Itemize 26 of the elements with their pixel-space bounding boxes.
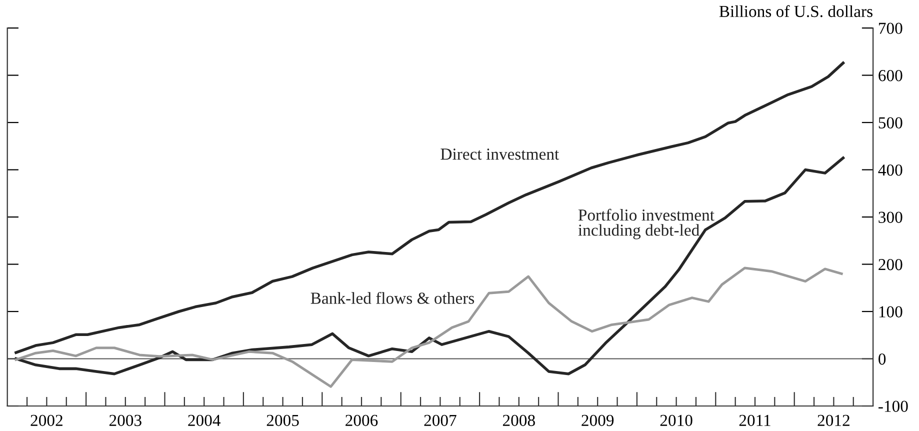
y-tick-label: 600 bbox=[878, 70, 902, 82]
x-tick-label: 2012 bbox=[818, 414, 850, 426]
x-tick-label: 2007 bbox=[424, 414, 456, 426]
y-tick-label: -100 bbox=[878, 400, 908, 412]
y-tick-label: 400 bbox=[878, 164, 902, 176]
y-tick-label: 700 bbox=[879, 22, 902, 34]
x-tick-label: 2003 bbox=[109, 414, 142, 426]
series-label: Portfolio investment including debt-led bbox=[578, 208, 714, 240]
x-tick-label: 2005 bbox=[266, 414, 299, 426]
y-tick-label: 0 bbox=[878, 353, 886, 365]
series-label: Direct investment bbox=[440, 148, 560, 160]
x-tick-label: 2009 bbox=[582, 414, 614, 426]
y-tick-label: 200 bbox=[878, 258, 902, 270]
x-tick-label: 2004 bbox=[188, 414, 221, 426]
x-tick-label: 2010 bbox=[660, 414, 692, 426]
y-tick-label: 500 bbox=[878, 117, 902, 128]
x-tick-label: 2011 bbox=[739, 414, 770, 426]
y-axis-title: Billions of U.S. dollars bbox=[719, 5, 872, 18]
line-series bbox=[14, 266, 843, 388]
y-tick-label: 100 bbox=[879, 306, 902, 318]
x-tick-label: 2002 bbox=[30, 414, 62, 426]
series-label: Bank-led flows & others bbox=[310, 292, 474, 304]
x-tick-label: 2008 bbox=[502, 414, 535, 426]
x-tick-label: 2006 bbox=[346, 414, 378, 426]
line-series bbox=[14, 62, 845, 354]
y-tick-label: 300 bbox=[878, 212, 902, 223]
